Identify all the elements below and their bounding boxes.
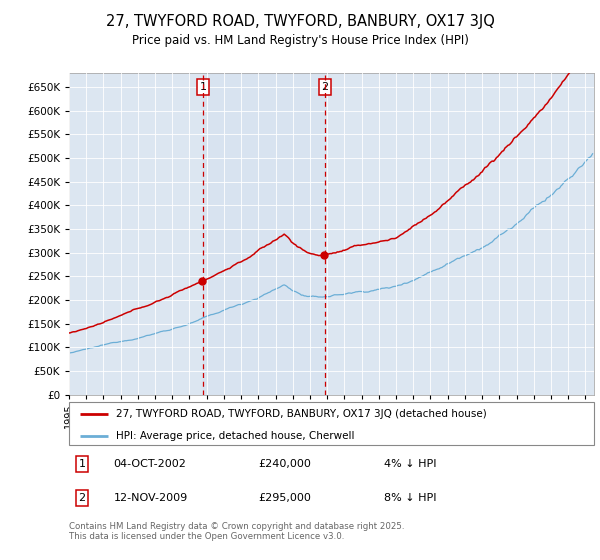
Text: 1: 1: [200, 82, 206, 92]
Text: 04-OCT-2002: 04-OCT-2002: [113, 459, 187, 469]
Text: 27, TWYFORD ROAD, TWYFORD, BANBURY, OX17 3JQ: 27, TWYFORD ROAD, TWYFORD, BANBURY, OX17…: [106, 14, 494, 29]
Text: 2: 2: [79, 493, 86, 503]
Text: 12-NOV-2009: 12-NOV-2009: [113, 493, 188, 503]
Text: 27, TWYFORD ROAD, TWYFORD, BANBURY, OX17 3JQ (detached house): 27, TWYFORD ROAD, TWYFORD, BANBURY, OX17…: [116, 409, 487, 419]
Text: 1: 1: [79, 459, 86, 469]
Text: £240,000: £240,000: [258, 459, 311, 469]
Text: 4% ↓ HPI: 4% ↓ HPI: [384, 459, 437, 469]
Text: Contains HM Land Registry data © Crown copyright and database right 2025.
This d: Contains HM Land Registry data © Crown c…: [69, 522, 404, 542]
Text: Price paid vs. HM Land Registry's House Price Index (HPI): Price paid vs. HM Land Registry's House …: [131, 34, 469, 46]
Text: £295,000: £295,000: [258, 493, 311, 503]
Bar: [203, 73, 325, 395]
Text: 2: 2: [322, 82, 329, 92]
Text: 8% ↓ HPI: 8% ↓ HPI: [384, 493, 437, 503]
Text: HPI: Average price, detached house, Cherwell: HPI: Average price, detached house, Cher…: [116, 431, 355, 441]
